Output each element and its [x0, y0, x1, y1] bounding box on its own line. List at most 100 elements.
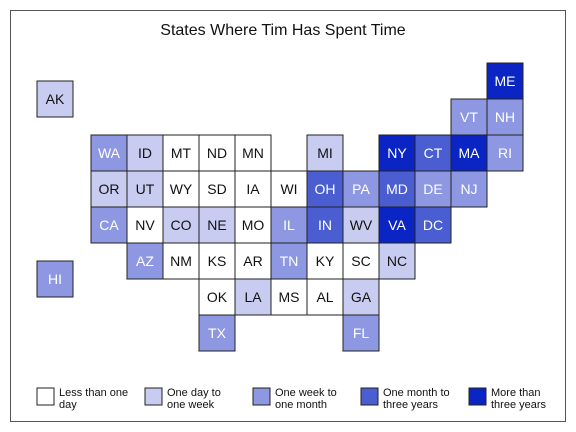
state-label: MS	[279, 289, 300, 305]
state-label: NV	[135, 217, 155, 233]
state-label: DC	[423, 217, 443, 233]
state-tile-ga: GA	[342, 278, 380, 316]
state-label: KS	[208, 253, 227, 269]
state-tile-tn: TN	[270, 242, 308, 280]
state-tile-rect	[270, 242, 308, 280]
state-tile-rect	[126, 206, 164, 244]
state-label: MT	[171, 145, 192, 161]
state-label: OH	[315, 181, 336, 197]
state-label: AL	[316, 289, 333, 305]
state-tile-vt: VT	[450, 98, 488, 136]
state-label: WA	[98, 145, 121, 161]
chart-title: States Where Tim Has Spent Time	[160, 22, 406, 39]
legend-swatch	[36, 387, 55, 406]
state-tile-ok: OK	[198, 278, 236, 316]
state-label: AK	[46, 91, 65, 107]
state-tile-rect	[36, 260, 74, 298]
state-tile-nj: NJ	[450, 170, 488, 208]
state-tile-pa: PA	[342, 170, 380, 208]
state-tile-nd: ND	[198, 134, 236, 172]
state-tile-mt: MT	[162, 134, 200, 172]
state-label: IN	[318, 217, 332, 233]
state-label: DE	[423, 181, 442, 197]
state-label: PA	[352, 181, 370, 197]
state-label: WY	[170, 181, 193, 197]
state-label: NC	[387, 253, 407, 269]
state-tile-rect	[126, 170, 164, 208]
state-tile-ia: IA	[234, 170, 272, 208]
state-tile-dc: DC	[414, 206, 452, 244]
state-label: HI	[48, 271, 62, 287]
state-tile-in: IN	[306, 206, 344, 244]
legend-label: Less than one	[59, 387, 128, 399]
state-tile-sc: SC	[342, 242, 380, 280]
state-tile-wy: WY	[162, 170, 200, 208]
state-tile-rect	[198, 314, 236, 352]
state-tile-mn: MN	[234, 134, 272, 172]
state-tile-rect	[486, 134, 524, 172]
state-tile-rect	[90, 170, 128, 208]
state-label: KY	[316, 253, 335, 269]
state-tile-ak: AK	[36, 80, 74, 118]
state-tile-rect	[270, 278, 308, 316]
state-tile-nc: NC	[378, 242, 416, 280]
state-tile-rect	[486, 98, 524, 136]
state-tile-rect	[234, 134, 272, 172]
state-tile-co: CO	[162, 206, 200, 244]
state-tile-rect	[378, 206, 416, 244]
state-tile-wa: WA	[90, 134, 128, 172]
state-tile-rect	[90, 206, 128, 244]
state-tile-md: MD	[378, 170, 416, 208]
state-label: FL	[353, 325, 370, 341]
state-label: LA	[244, 289, 262, 305]
state-tile-nh: NH	[486, 98, 524, 136]
legend-label: day	[59, 399, 77, 411]
state-label: RI	[498, 145, 512, 161]
state-tile-rect	[306, 134, 344, 172]
state-tile-sd: SD	[198, 170, 236, 208]
state-label: WI	[280, 181, 297, 197]
state-tile-nm: NM	[162, 242, 200, 280]
state-label: MA	[459, 145, 481, 161]
legend-label: One month to	[383, 387, 450, 399]
legend-label: one week	[167, 399, 215, 411]
state-tile-la: LA	[234, 278, 272, 316]
state-tile-az: AZ	[126, 242, 164, 280]
state-tile-ny: NY	[378, 134, 416, 172]
state-tile-mo: MO	[234, 206, 272, 244]
state-label: TN	[280, 253, 299, 269]
state-tile-mi: MI	[306, 134, 344, 172]
legend-label: three years	[491, 399, 547, 411]
legend-label: one month	[275, 399, 327, 411]
state-tile-rect	[270, 170, 308, 208]
tile-grid: AK HI ME VT NH WA ID MT ND MN MI NY CT MA RI OR UT WY SD IA…	[36, 62, 524, 352]
state-label: TX	[208, 325, 227, 341]
state-tile-rect	[126, 242, 164, 280]
state-label: OR	[99, 181, 120, 197]
state-tile-rect	[198, 170, 236, 208]
state-tile-rect	[378, 242, 416, 280]
state-label: ME	[495, 73, 516, 89]
state-tile-ma: MA	[450, 134, 488, 172]
legend-swatch	[468, 387, 487, 406]
legend-label: One week to	[275, 387, 337, 399]
state-label: AZ	[136, 253, 154, 269]
state-tile-rect	[198, 278, 236, 316]
state-tile-ky: KY	[306, 242, 344, 280]
state-tile-hi: HI	[36, 260, 74, 298]
state-label: UT	[136, 181, 155, 197]
state-label: MN	[242, 145, 264, 161]
state-label: WV	[350, 217, 373, 233]
state-tile-rect	[234, 170, 272, 208]
state-tile-ar: AR	[234, 242, 272, 280]
state-label: SC	[351, 253, 370, 269]
legend-swatch	[252, 387, 271, 406]
state-label: SD	[207, 181, 226, 197]
state-tile-ms: MS	[270, 278, 308, 316]
legend-label: three years	[383, 399, 439, 411]
